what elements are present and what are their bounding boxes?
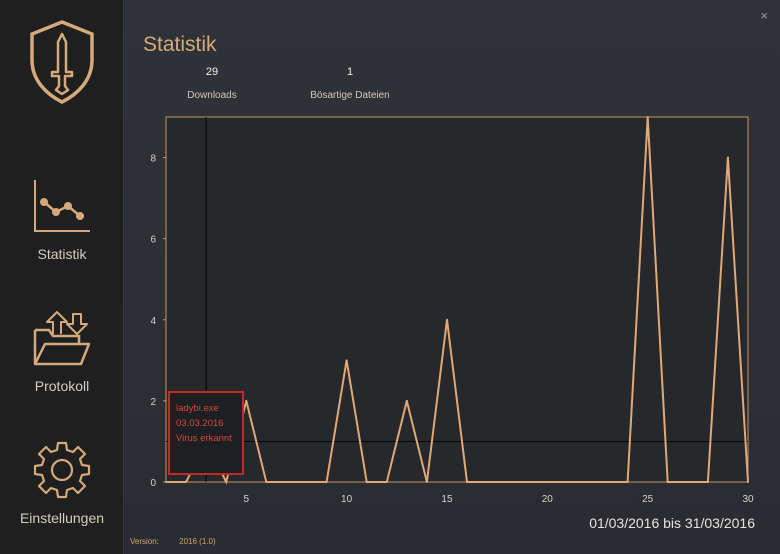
downloads-count: 29	[205, 66, 219, 78]
data-point	[445, 318, 448, 321]
data-point	[265, 481, 268, 483]
chart-line-icon	[34, 180, 90, 232]
sidebar-item-label: Einstellungen	[19, 510, 105, 526]
data-point	[185, 481, 188, 483]
y-tick-label: 4	[150, 316, 156, 327]
x-tick-label: 15	[441, 494, 453, 505]
x-tick-label: 10	[341, 494, 353, 505]
data-point	[425, 481, 428, 483]
data-point	[726, 156, 729, 159]
sidebar-item-statistik[interactable]: Statistik	[0, 178, 124, 262]
data-point	[486, 481, 489, 483]
version-label: Version:	[130, 537, 159, 546]
version-value: 2016 (1.0)	[179, 537, 216, 546]
data-point	[305, 481, 308, 483]
y-tick-label: 0	[150, 478, 156, 489]
chart-tooltip: ladybi.exe 03.03.2016 Virus erkannt	[168, 391, 244, 475]
downloads-stat: 29 Downloads	[182, 66, 242, 101]
data-point	[747, 481, 749, 483]
tooltip-status: Virus erkannt	[176, 433, 232, 444]
sidebar-item-label: Protokoll	[34, 378, 90, 394]
close-icon[interactable]: ×	[760, 8, 768, 23]
version-info: Version: 2016 (1.0)	[130, 537, 234, 546]
y-tick-label: 2	[150, 397, 156, 408]
sidebar-item-protokoll[interactable]: Protokoll	[0, 310, 124, 394]
data-point	[345, 359, 348, 362]
data-point	[686, 481, 689, 483]
data-point	[666, 481, 669, 483]
data-point	[506, 481, 509, 483]
folder-transfer-icon	[33, 311, 91, 366]
downloads-label: Downloads	[187, 90, 237, 101]
y-tick-label: 8	[150, 154, 156, 165]
sidebar: Statistik Protokoll Einstellungen	[0, 0, 124, 554]
data-point	[225, 481, 228, 483]
data-point	[566, 481, 569, 483]
date-range: 01/03/2016 bis 31/03/2016	[589, 515, 755, 531]
data-point	[646, 116, 649, 118]
data-point	[325, 481, 328, 483]
data-point	[466, 481, 469, 483]
page-title: Statistik	[143, 33, 217, 56]
malicious-stat: 1 Bösartige Dateien	[300, 66, 400, 101]
data-point	[385, 481, 388, 483]
sidebar-item-label: Statistik	[37, 246, 87, 262]
x-tick-label: 25	[642, 494, 654, 505]
malicious-label: Bösartige Dateien	[310, 90, 390, 101]
data-point	[546, 481, 549, 483]
data-point	[285, 481, 288, 483]
series-line	[166, 116, 749, 485]
sidebar-item-einstellungen[interactable]: Einstellungen	[0, 440, 124, 526]
x-tick-label: 30	[742, 494, 754, 505]
tooltip-filename: ladybi.exe	[176, 403, 219, 414]
data-point	[586, 481, 589, 483]
data-point	[365, 481, 368, 483]
gear-icon	[33, 441, 91, 499]
data-point	[626, 481, 629, 483]
shield-sword-icon	[30, 20, 94, 104]
data-point	[245, 399, 248, 402]
data-point	[165, 481, 167, 483]
data-point	[706, 481, 709, 483]
data-point	[526, 481, 529, 483]
data-point	[405, 399, 408, 402]
x-tick-label: 5	[243, 494, 249, 505]
data-point	[606, 481, 609, 483]
x-tick-label: 20	[542, 494, 554, 505]
malicious-count: 1	[346, 66, 354, 78]
tooltip-date: 03.03.2016	[176, 418, 224, 429]
y-tick-label: 6	[150, 235, 156, 246]
